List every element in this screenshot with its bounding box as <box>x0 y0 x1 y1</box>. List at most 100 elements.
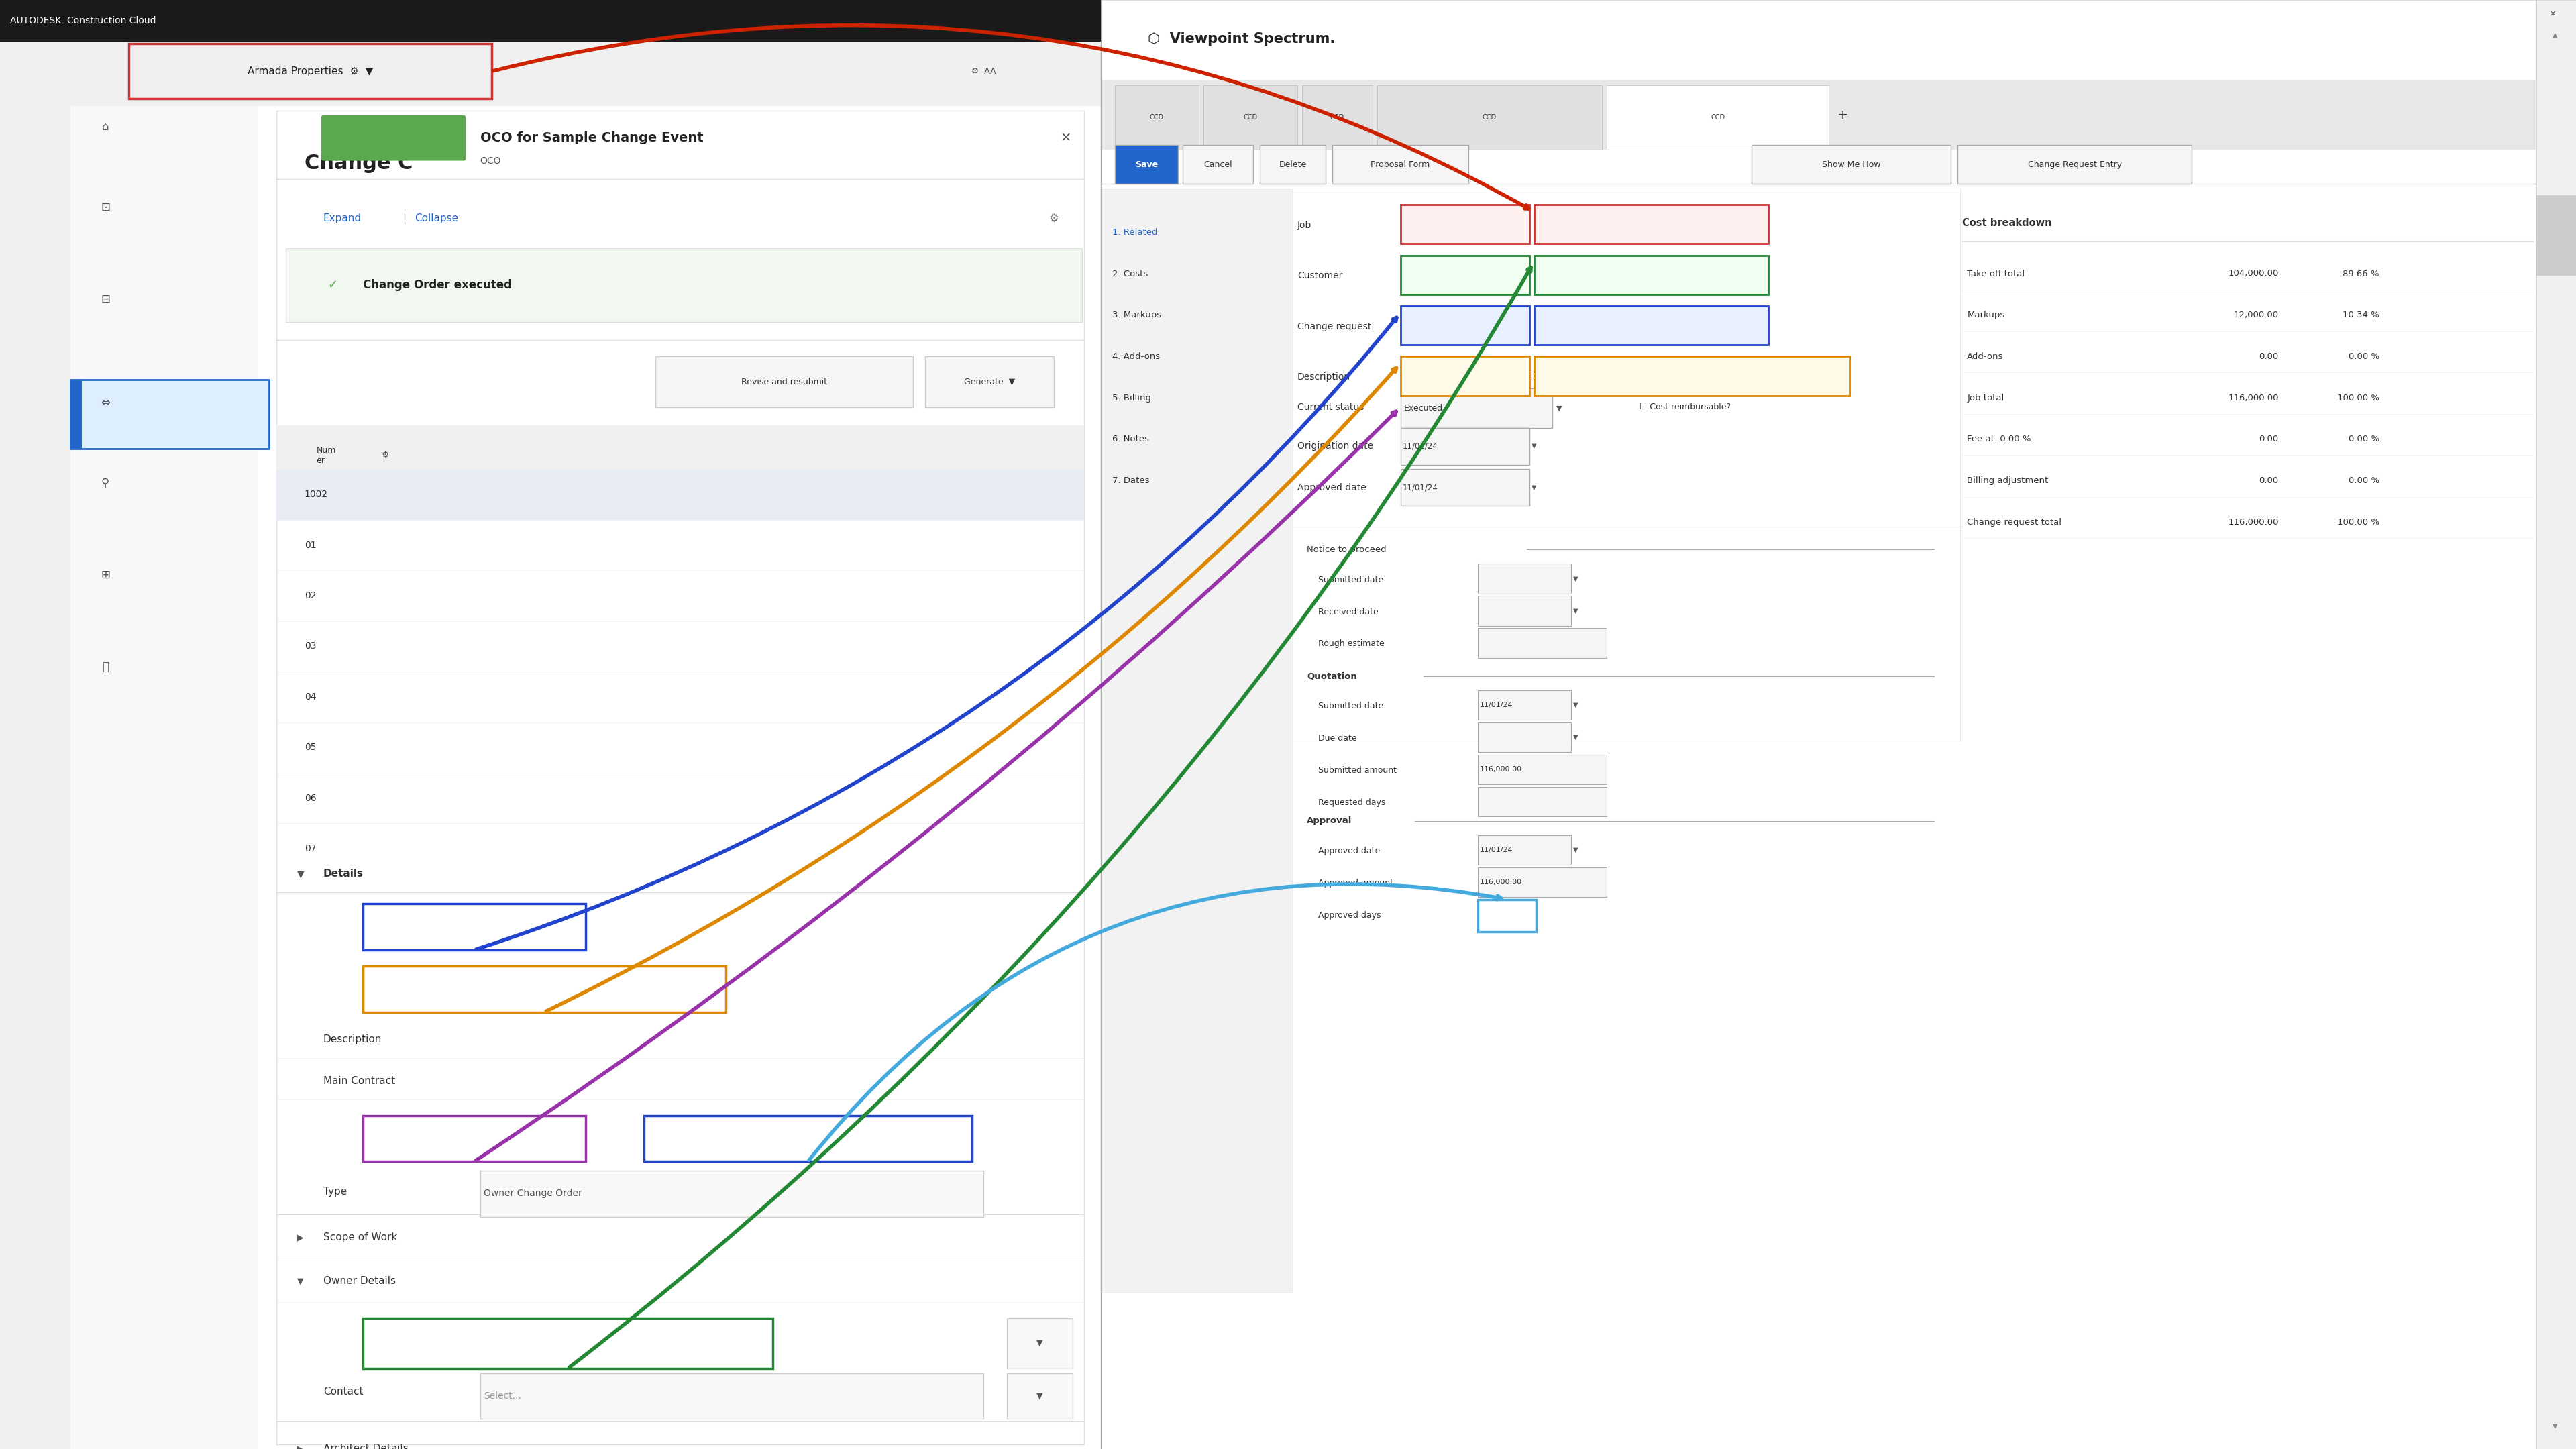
Text: ▲: ▲ <box>2553 30 2558 38</box>
Text: Change request total: Change request total <box>1968 517 2061 526</box>
Text: ▼: ▼ <box>1036 1339 1043 1348</box>
Text: Num
er: Num er <box>317 446 335 465</box>
Text: Owner Details: Owner Details <box>322 1277 397 1287</box>
Bar <box>70 42 1100 106</box>
Text: Approval: Approval <box>1306 817 1352 826</box>
Text: Markups: Markups <box>1968 310 2004 319</box>
Text: Billing adjustment: Billing adjustment <box>1968 477 2048 485</box>
Text: 0.00 %: 0.00 % <box>2349 435 2380 443</box>
Text: 11/01/24: 11/01/24 <box>1479 846 1512 853</box>
Text: 6. Notes: 6. Notes <box>1113 435 1149 443</box>
Text: +: + <box>1837 109 1850 122</box>
Text: 1002: 1002 <box>304 490 327 500</box>
Text: Due date: Due date <box>1319 735 1358 743</box>
Bar <box>644 1116 971 1162</box>
Text: Architect Details: Architect Details <box>322 1445 407 1449</box>
Bar <box>2537 196 2576 275</box>
Text: Name  OCO for Sample Change Event: Name OCO for Sample Change Event <box>366 984 544 994</box>
Bar <box>1203 85 1298 149</box>
Bar <box>129 43 492 99</box>
Bar <box>363 1116 585 1162</box>
Bar <box>0 0 1100 42</box>
Bar <box>1007 1319 1072 1368</box>
Bar <box>276 469 1084 520</box>
Bar <box>1533 255 1767 294</box>
Text: Description: Description <box>1298 372 1350 383</box>
Text: Main Contract: Main Contract <box>322 1077 394 1087</box>
Text: Job: Job <box>1298 220 1311 230</box>
Text: 0.00 %: 0.00 % <box>2349 352 2380 361</box>
Bar <box>70 42 258 1449</box>
Bar <box>1479 835 1571 865</box>
Bar <box>276 426 1084 494</box>
Text: Quotation: Quotation <box>1306 672 1358 681</box>
Text: 04: 04 <box>304 693 317 701</box>
Text: Submitted amount: Submitted amount <box>1319 767 1396 775</box>
Text: Generate  ▼: Generate ▼ <box>963 377 1015 387</box>
Text: |: | <box>402 213 407 223</box>
Text: 55: 55 <box>1502 911 1512 920</box>
Text: 02: 02 <box>304 591 317 600</box>
Text: 05: 05 <box>304 743 317 752</box>
Text: 4. Add-ons: 4. Add-ons <box>1113 352 1159 361</box>
Text: Add-ons: Add-ons <box>1968 352 2004 361</box>
Text: Owner  Brentwood Properties: Owner Brentwood Properties <box>366 1339 518 1348</box>
Bar <box>363 904 585 951</box>
Text: ⊡: ⊡ <box>100 201 111 213</box>
Text: Current status: Current status <box>1298 403 1363 412</box>
Text: 12,000.00: 12,000.00 <box>2233 310 2280 319</box>
Bar <box>1182 145 1252 184</box>
Text: Submitted date: Submitted date <box>1319 701 1383 710</box>
Bar <box>1100 188 1293 1293</box>
Bar <box>1301 85 1373 149</box>
Bar <box>1533 306 1767 345</box>
Text: Change request: Change request <box>1298 322 1370 332</box>
Text: Submitted date: Submitted date <box>1319 575 1383 584</box>
Text: 1. Related: 1. Related <box>1113 227 1157 236</box>
Bar <box>1332 145 1468 184</box>
Text: ▶: ▶ <box>296 1445 304 1449</box>
Text: Fee at  0.00 %: Fee at 0.00 % <box>1968 435 2032 443</box>
Bar <box>1479 867 1607 897</box>
Bar <box>1293 188 1960 740</box>
Bar <box>925 356 1054 407</box>
Text: CCD: CCD <box>1329 114 1345 120</box>
Bar <box>1401 306 1530 345</box>
Text: OCO for Sample Change Event: OCO for Sample Change Event <box>479 132 703 145</box>
Text: ⊞: ⊞ <box>100 569 111 581</box>
Bar <box>1752 145 1950 184</box>
Text: ✓: ✓ <box>327 280 337 291</box>
Text: CCD: CCD <box>1481 114 1497 120</box>
Text: CCD: CCD <box>1710 114 1726 120</box>
Bar <box>1479 596 1571 626</box>
Bar <box>1100 0 2576 1449</box>
Text: Save: Save <box>1136 159 1157 170</box>
Text: 100.00 %: 100.00 % <box>2336 517 2380 526</box>
Text: ▼: ▼ <box>296 1277 304 1285</box>
Bar <box>1479 564 1571 594</box>
Text: 116,000.00: 116,000.00 <box>2228 517 2280 526</box>
Text: ▼: ▼ <box>1530 484 1535 491</box>
Text: ▼: ▼ <box>1574 701 1579 709</box>
Text: Cancel: Cancel <box>1203 159 1231 170</box>
Text: Description: Description <box>322 1035 381 1045</box>
Bar <box>657 356 914 407</box>
Text: 116,000.00: 116,000.00 <box>1479 767 1522 772</box>
Bar <box>258 42 1100 1449</box>
Text: BRENTWOOD: BRENTWOOD <box>1401 271 1458 280</box>
Bar <box>1378 85 1602 149</box>
Bar <box>1115 145 1177 184</box>
Text: Scope of Work: Scope of Work <box>322 1232 397 1242</box>
Text: Customer: Customer <box>1298 271 1342 281</box>
Text: ▶: ▶ <box>296 1233 304 1242</box>
Text: 100.00 %: 100.00 % <box>2336 394 2380 403</box>
Bar <box>1115 85 1198 149</box>
Text: ✕: ✕ <box>1061 132 1072 145</box>
Bar <box>479 1171 984 1217</box>
Bar <box>70 380 270 449</box>
Bar <box>1607 85 1829 149</box>
Text: ▼: ▼ <box>1530 443 1535 449</box>
Text: ▼: ▼ <box>1574 733 1579 740</box>
Text: Armada Properties  ⚙  ▼: Armada Properties ⚙ ▼ <box>247 67 374 77</box>
Bar <box>1479 690 1571 720</box>
